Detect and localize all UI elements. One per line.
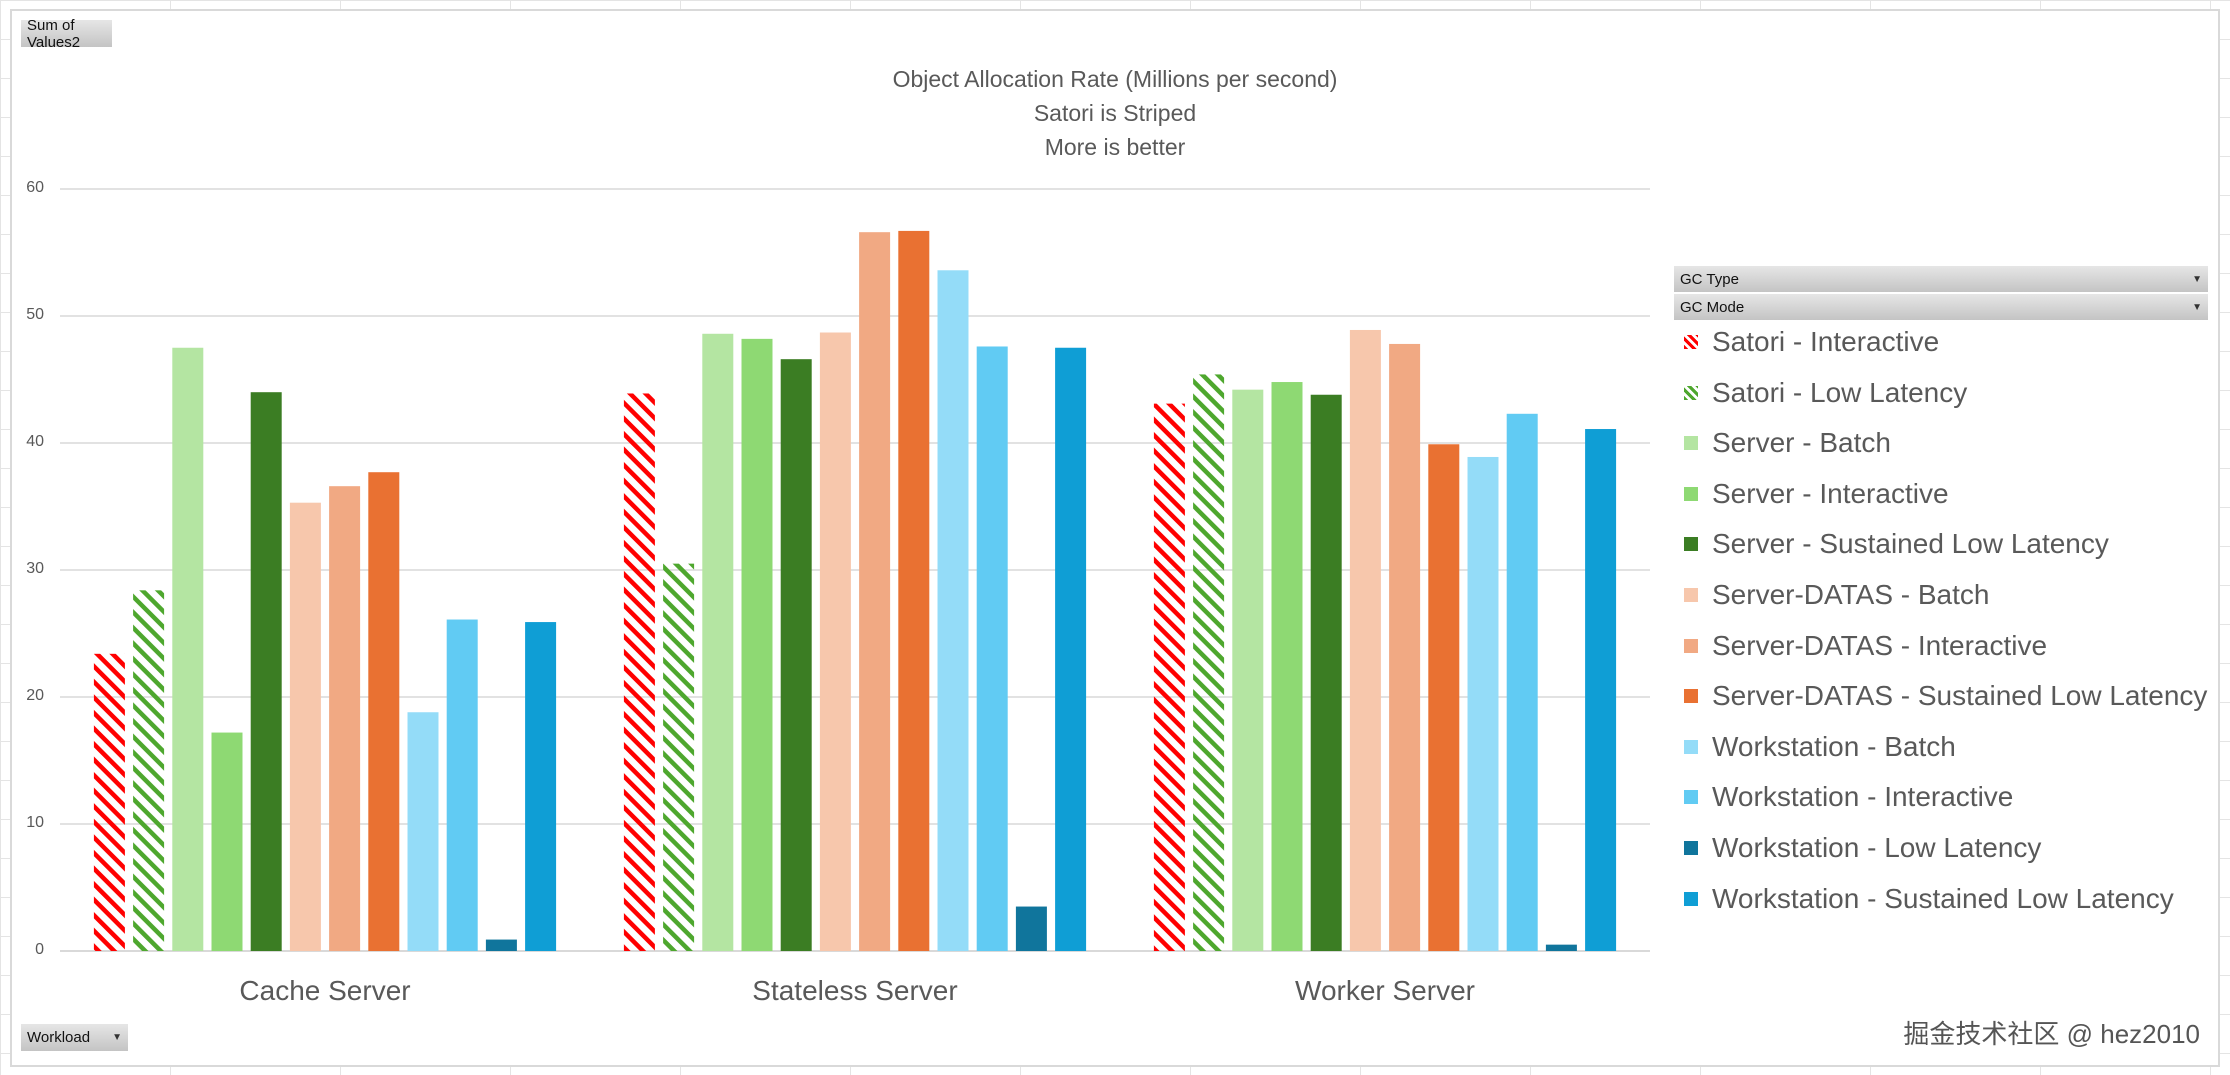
legend-swatch-icon	[1684, 638, 1698, 653]
bar-workstation-low-latency-stateless-server[interactable]	[1015, 906, 1047, 951]
bar-server-datas-batch-worker-server[interactable]	[1349, 329, 1381, 952]
legend-label: Server-DATAS - Interactive	[1712, 629, 2048, 661]
bar-workstation-batch-cache-server[interactable]	[407, 712, 439, 951]
legend-item[interactable]: Satori - Low Latency	[1684, 377, 1967, 409]
gc-mode-label: GC Mode	[1680, 298, 1745, 316]
legend-item[interactable]: Workstation - Low Latency	[1684, 832, 2041, 864]
y-tick-label: 50	[26, 306, 44, 323]
legend-swatch-icon	[1684, 689, 1698, 704]
x-category-label: Stateless Server	[752, 975, 958, 1006]
y-tick-label: 0	[35, 941, 44, 958]
bar-workstation-interactive-stateless-server[interactable]	[976, 346, 1008, 952]
bar-server-sustained-low-latency-cache-server[interactable]	[250, 392, 282, 951]
x-category-label: Worker Server	[1295, 975, 1475, 1006]
bar-server-datas-sustained-low-latency-stateless-server[interactable]	[898, 230, 930, 951]
legend-label: Server - Sustained Low Latency	[1712, 528, 2109, 560]
bar-satori-low-latency-worker-server[interactable]	[1193, 374, 1225, 951]
watermark: 掘金技术社区 @ hez2010	[1903, 1019, 2200, 1049]
bar-satori-interactive-worker-server[interactable]	[1153, 403, 1185, 951]
bar-server-datas-sustained-low-latency-worker-server[interactable]	[1428, 444, 1460, 951]
legend-label: Server-DATAS - Sustained Low Latency	[1712, 680, 2208, 712]
gc-type-field-button[interactable]: GC Type ▼	[1674, 266, 2208, 292]
bar-workstation-interactive-cache-server[interactable]	[446, 619, 478, 951]
values-field-label: Sum of Values2	[27, 16, 81, 51]
bar-workstation-sustained-low-latency-cache-server[interactable]	[525, 622, 557, 951]
dropdown-arrow-icon: ▼	[2192, 301, 2202, 313]
legend-swatch-icon	[1684, 436, 1698, 451]
legend-item[interactable]: Server-DATAS - Sustained Low Latency	[1684, 680, 2207, 712]
legend-swatch-icon	[1684, 537, 1698, 552]
legend-item[interactable]: Workstation - Interactive	[1684, 781, 2013, 813]
legend-swatch-icon	[1684, 335, 1698, 349]
bar-satori-interactive-cache-server[interactable]	[93, 653, 125, 951]
y-tick-label: 60	[26, 179, 44, 196]
bar-server-datas-sustained-low-latency-cache-server[interactable]	[368, 472, 400, 951]
bar-server-sustained-low-latency-worker-server[interactable]	[1310, 394, 1342, 951]
y-tick-label: 20	[26, 687, 44, 704]
bar-workstation-low-latency-worker-server[interactable]	[1545, 944, 1577, 951]
legend-swatch-icon	[1684, 486, 1698, 501]
workload-field-button[interactable]: Workload ▼	[21, 1024, 128, 1051]
chart-title-line-1: Object Allocation Rate (Millions per sec…	[892, 66, 1338, 92]
legend-item[interactable]: Server-DATAS - Interactive	[1684, 630, 2047, 662]
bar-server-datas-batch-stateless-server[interactable]	[819, 332, 851, 951]
bar-satori-low-latency-stateless-server[interactable]	[663, 563, 695, 951]
bar-server-interactive-worker-server[interactable]	[1271, 382, 1303, 951]
legend-label: Satori - Low Latency	[1712, 376, 1968, 408]
legend-label: Workstation - Sustained Low Latency	[1712, 882, 2174, 914]
legend-swatch-icon	[1684, 841, 1698, 855]
legend-swatch-icon	[1684, 790, 1698, 805]
y-tick-label: 10	[26, 814, 44, 831]
dropdown-arrow-icon: ▼	[2192, 273, 2202, 285]
workload-label: Workload	[27, 1029, 91, 1046]
legend-item[interactable]: Server - Sustained Low Latency	[1684, 528, 2109, 560]
legend-label: Server - Interactive	[1712, 477, 1949, 509]
bar-server-datas-interactive-worker-server[interactable]	[1389, 343, 1421, 951]
bar-server-interactive-cache-server[interactable]	[211, 732, 243, 951]
bar-server-batch-stateless-server[interactable]	[702, 333, 734, 951]
legend-swatch-icon	[1684, 588, 1698, 602]
bar-server-sustained-low-latency-stateless-server[interactable]	[780, 359, 812, 951]
legend-swatch-icon	[1684, 739, 1698, 754]
legend-item[interactable]: Server-DATAS - Batch	[1684, 579, 1989, 611]
legend-swatch-icon	[1684, 891, 1698, 906]
y-tick-label: 40	[26, 433, 44, 450]
gc-type-label: GC Type	[1680, 270, 1739, 288]
y-tick-label: 30	[26, 560, 44, 577]
legend-item[interactable]: Workstation - Batch	[1684, 731, 1956, 763]
bar-server-batch-cache-server[interactable]	[172, 347, 204, 951]
bar-workstation-interactive-worker-server[interactable]	[1506, 413, 1538, 951]
legend-label: Server - Batch	[1712, 427, 1891, 459]
legend-label: Satori - Interactive	[1712, 326, 1940, 357]
bar-workstation-batch-worker-server[interactable]	[1467, 456, 1499, 951]
chart-title-line-3: More is better	[1044, 134, 1186, 160]
bar-server-datas-batch-cache-server[interactable]	[289, 502, 321, 951]
bar-server-batch-worker-server[interactable]	[1232, 389, 1264, 951]
legend-item[interactable]: Satori - Interactive	[1684, 326, 1939, 358]
dropdown-arrow-icon: ▼	[112, 1032, 122, 1043]
legend-item[interactable]: Workstation - Sustained Low Latency	[1684, 883, 2174, 915]
bar-workstation-sustained-low-latency-worker-server[interactable]	[1585, 429, 1617, 951]
bar-workstation-batch-stateless-server[interactable]	[937, 270, 969, 951]
bar-server-interactive-stateless-server[interactable]	[741, 338, 773, 951]
legend-item[interactable]: Server - Interactive	[1684, 478, 1949, 510]
bar-satori-low-latency-cache-server[interactable]	[133, 590, 165, 951]
bar-server-datas-interactive-cache-server[interactable]	[329, 486, 361, 951]
legend-swatch-icon	[1684, 385, 1698, 400]
bar-workstation-sustained-low-latency-stateless-server[interactable]	[1055, 347, 1087, 951]
legend-item[interactable]: Server - Batch	[1684, 427, 1891, 459]
legend-label: Workstation - Batch	[1712, 730, 1956, 762]
chart-title-line-2: Satori is Striped	[1033, 100, 1197, 126]
x-category-label: Cache Server	[239, 975, 411, 1006]
bar-workstation-low-latency-cache-server[interactable]	[485, 939, 517, 951]
legend-label: Server-DATAS - Batch	[1712, 579, 1990, 610]
gc-mode-field-button[interactable]: GC Mode ▼	[1674, 294, 2208, 320]
values-field-button[interactable]: Sum of Values2	[21, 17, 112, 51]
bar-satori-interactive-stateless-server[interactable]	[623, 393, 655, 952]
legend-label: Workstation - Low Latency	[1712, 832, 2042, 863]
legend-label: Workstation - Interactive	[1712, 781, 2014, 813]
bar-server-datas-interactive-stateless-server[interactable]	[859, 232, 891, 951]
